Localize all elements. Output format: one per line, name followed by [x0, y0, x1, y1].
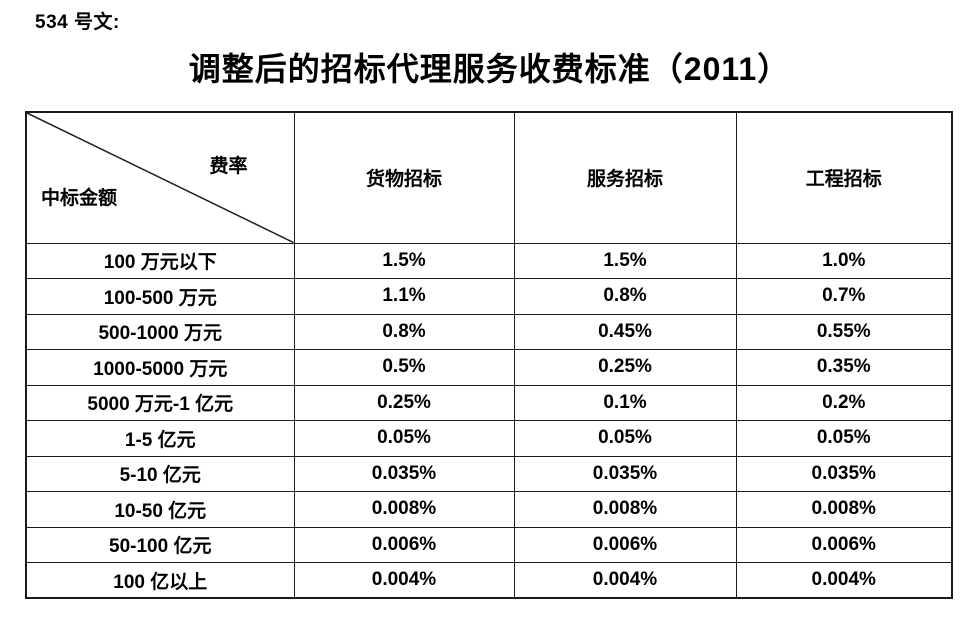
fee-rate-value: 0.7% — [735, 278, 953, 315]
row-label-amount-range: 500-1000 万元 — [25, 313, 295, 350]
row-label-amount-range: 5000 万元-1 亿元 — [25, 384, 295, 421]
row-label-amount-range: 50-100 亿元 — [25, 526, 295, 563]
column-header-works-bidding: 工程招标 — [735, 111, 953, 244]
fee-rate-value: 0.45% — [513, 313, 737, 350]
fee-rate-value: 0.006% — [513, 526, 737, 563]
table-row: 10-50 亿元 0.008% 0.008% 0.008% — [25, 491, 953, 528]
fee-rate-value: 0.35% — [735, 349, 953, 386]
table-row: 100 万元以下 1.5% 1.5% 1.0% — [25, 242, 953, 279]
fee-rate-value: 0.035% — [293, 455, 515, 492]
fee-rate-value: 0.25% — [513, 349, 737, 386]
corner-cell: 费率 中标金额 — [25, 111, 295, 244]
table-row: 1-5 亿元 0.05% 0.05% 0.05% — [25, 420, 953, 457]
row-label-amount-range: 100 万元以下 — [25, 242, 295, 279]
fee-table-body: 100 万元以下 1.5% 1.5% 1.0% 100-500 万元 1.1% 0.8% 0.… — [25, 242, 953, 599]
table-row: 100-500 万元 1.1% 0.8% 0.7% — [25, 278, 953, 315]
fee-rate-value: 0.5% — [293, 349, 515, 386]
table-row: 5000 万元-1 亿元 0.25% 0.1% 0.2% — [25, 384, 953, 421]
fee-rate-value: 0.006% — [735, 526, 953, 563]
fee-rate-value: 0.004% — [293, 562, 515, 599]
fee-rate-value: 0.008% — [735, 491, 953, 528]
corner-label-rate: 费率 — [209, 156, 248, 177]
row-label-amount-range: 5-10 亿元 — [25, 455, 295, 492]
doc-ref: 534 号文: — [35, 12, 120, 33]
fee-rate-value: 0.1% — [513, 384, 737, 421]
fee-rate-value: 0.008% — [513, 491, 737, 528]
fee-rate-value: 0.05% — [735, 420, 953, 457]
fee-rate-value: 0.004% — [513, 562, 737, 599]
fee-rate-value: 0.006% — [293, 526, 515, 563]
row-label-amount-range: 1-5 亿元 — [25, 420, 295, 457]
diagonal-line-icon — [27, 113, 293, 242]
fee-rate-value: 1.5% — [513, 242, 737, 279]
fee-rate-value: 1.0% — [735, 242, 953, 279]
fee-rate-value: 0.8% — [513, 278, 737, 315]
fee-rate-value: 1.5% — [293, 242, 515, 279]
fee-table: 费率 中标金额 货物招标 服务招标 工程招标 100 万元以下 1.5% 1.5% 1… — [25, 111, 953, 599]
row-label-amount-range: 1000-5000 万元 — [25, 349, 295, 386]
column-header-service-bidding: 服务招标 — [513, 111, 737, 244]
fee-rate-value: 0.008% — [293, 491, 515, 528]
fee-rate-value: 0.55% — [735, 313, 953, 350]
fee-rate-value: 0.8% — [293, 313, 515, 350]
row-label-amount-range: 10-50 亿元 — [25, 491, 295, 528]
table-row: 1000-5000 万元 0.5% 0.25% 0.35% — [25, 349, 953, 386]
column-header-goods-bidding: 货物招标 — [293, 111, 515, 244]
fee-rate-value: 0.05% — [293, 420, 515, 457]
row-label-amount-range: 100-500 万元 — [25, 278, 295, 315]
table-row: 100 亿以上 0.004% 0.004% 0.004% — [25, 562, 953, 599]
page-title: 调整后的招标代理服务收费标准（2011） — [188, 51, 791, 87]
fee-rate-value: 0.25% — [293, 384, 515, 421]
fee-rate-value: 0.2% — [735, 384, 953, 421]
fee-rate-value: 0.004% — [735, 562, 953, 599]
fee-rate-value: 0.035% — [735, 455, 953, 492]
fee-rate-value: 0.05% — [513, 420, 737, 457]
table-row: 5-10 亿元 0.035% 0.035% 0.035% — [25, 455, 953, 492]
fee-rate-value: 1.1% — [293, 278, 515, 315]
table-row: 50-100 亿元 0.006% 0.006% 0.006% — [25, 526, 953, 563]
corner-label-amount: 中标金额 — [41, 188, 118, 209]
header-row: 费率 中标金额 货物招标 服务招标 工程招标 — [25, 111, 953, 244]
fee-rate-value: 0.035% — [513, 455, 737, 492]
table-row: 500-1000 万元 0.8% 0.45% 0.55% — [25, 313, 953, 350]
row-label-amount-range: 100 亿以上 — [25, 562, 295, 599]
